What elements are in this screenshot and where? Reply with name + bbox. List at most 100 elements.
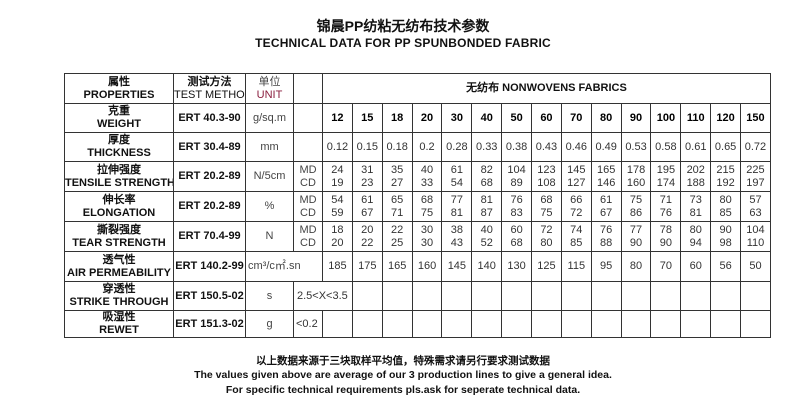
unit: % [245, 191, 294, 222]
md-value: 54 [331, 193, 344, 206]
empty-cell [381, 310, 413, 338]
property-cn: 伸长率 [102, 193, 136, 206]
empty-cell [501, 281, 533, 311]
cd-value: 52 [480, 236, 493, 249]
tear-value: 76 88 [590, 221, 622, 252]
tensile-value: 165 146 [590, 161, 622, 192]
cd-value: 192 [716, 176, 735, 189]
cd-value: 75 [540, 206, 553, 219]
empty-cell [680, 310, 712, 338]
empty-cell [740, 310, 771, 338]
tensile-value: 82 68 [471, 161, 503, 192]
property-tear: 撕裂强度 TEAR STRENGTH [64, 221, 174, 252]
weight-value: 12 [322, 103, 353, 133]
empty-cell [560, 281, 592, 311]
weight-value: 40 [471, 103, 503, 133]
row-rewet: 吸湿性 REWET ERT 151.3-02 g <0.2 [64, 310, 771, 338]
tear-value: 60 68 [501, 221, 533, 252]
elongation-value: 61 67 [351, 191, 383, 222]
md-value: 57 [749, 193, 762, 206]
property-en: STRIKE THROUGH [69, 296, 169, 308]
method-cn: 测试方法 [187, 75, 232, 88]
md-value: 104 [507, 163, 526, 176]
md-value: 66 [570, 193, 583, 206]
md-value: 77 [629, 223, 643, 236]
header-method: 测试方法 TEST METHOD [173, 73, 246, 104]
thickness-value: 0.33 [471, 132, 503, 162]
air-value: 160 [411, 251, 443, 282]
title-cn: 锦晨PP纺粘无纺布技术参数 [316, 18, 490, 34]
cd-value: 27 [391, 176, 404, 189]
test-method: ERT 30.4-89 [173, 132, 246, 162]
cd-value: 67 [361, 206, 374, 219]
air-value: 56 [710, 251, 742, 282]
tear-value: 30 30 [411, 221, 443, 252]
test-method: ERT 70.4-99 [173, 221, 246, 252]
thickness-value: 0.18 [381, 132, 413, 162]
test-method: ERT 20.2-89 [173, 161, 246, 192]
md-value: 90 [719, 223, 732, 236]
thickness-value: 0.53 [620, 132, 652, 162]
cd-value: 72 [570, 206, 583, 219]
test-method: ERT 140.2-99 [173, 251, 246, 282]
property-cn: 厚度 [108, 134, 130, 146]
empty-cell [590, 281, 622, 311]
cd-value: 86 [629, 206, 643, 219]
empty-cell [710, 310, 742, 338]
method-en: TEST METHOD [174, 88, 246, 101]
md-value: 75 [629, 193, 643, 206]
air-value: 130 [501, 251, 533, 282]
tear-value: 77 90 [620, 221, 652, 252]
footer-cn: 以上数据来源于三块取样平均值，特殊需求请另行要求测试数据 [256, 355, 550, 367]
cd-value: 94 [689, 236, 702, 249]
property-cn: 吸湿性 [102, 311, 136, 324]
property-weight: 克重 WEIGHT [64, 103, 174, 133]
cd-value: 83 [510, 206, 523, 219]
md-value: 18 [331, 223, 344, 236]
md-value: 78 [659, 223, 672, 236]
cd-value: 90 [659, 236, 672, 249]
elongation-value: 68 75 [531, 191, 562, 222]
elongation-value: 57 63 [740, 191, 771, 222]
thickness-value: 0.72 [740, 132, 771, 162]
unit-en: UNIT [256, 88, 283, 101]
md-value: 38 [450, 223, 463, 236]
tear-value: 22 25 [381, 221, 413, 252]
thickness-value: 0.43 [531, 132, 562, 162]
air-value: 80 [620, 251, 652, 282]
thickness-value: 0.28 [441, 132, 473, 162]
elongation-value: 76 83 [501, 191, 533, 222]
cd-value: 110 [746, 236, 765, 249]
property-air: 透气性 AIR PERMEABILITY [64, 251, 174, 282]
air-value: 70 [650, 251, 682, 282]
footer-en-2: For specific technical requirements pls.… [225, 384, 581, 396]
cd-value: 160 [626, 176, 646, 189]
empty-cell [293, 132, 323, 162]
thickness-value: 0.38 [501, 132, 533, 162]
thickness-value: 0.15 [351, 132, 383, 162]
air-value: 140 [471, 251, 503, 282]
weight-value: 30 [441, 103, 473, 133]
tear-value: 38 43 [441, 221, 473, 252]
weight-value: 90 [620, 103, 652, 133]
empty-cell [441, 310, 473, 338]
empty-cell [620, 281, 652, 311]
unit: N/5cm [245, 161, 294, 192]
empty-cell [501, 310, 533, 338]
md-value: 31 [361, 163, 374, 176]
cd-value: 25 [391, 236, 404, 249]
air-value: 185 [322, 251, 353, 282]
empty-cell [680, 281, 712, 311]
weight-value: 70 [560, 103, 592, 133]
tensile-value: 195 174 [650, 161, 682, 192]
property-tensile: 拉伸强度 TENSILE STRENGTH [64, 161, 174, 192]
thickness-value: 0.58 [650, 132, 682, 162]
property-elongation: 伸长率 ELONGATION [64, 191, 174, 222]
empty-cell [710, 281, 742, 311]
md-value: 71 [659, 193, 672, 206]
cd-value: 174 [656, 176, 676, 189]
strike-value: 2.5<X<3.5 [293, 281, 353, 311]
tensile-value: 61 54 [441, 161, 473, 192]
cd-value: 19 [331, 176, 344, 189]
md-value: 82 [480, 163, 493, 176]
